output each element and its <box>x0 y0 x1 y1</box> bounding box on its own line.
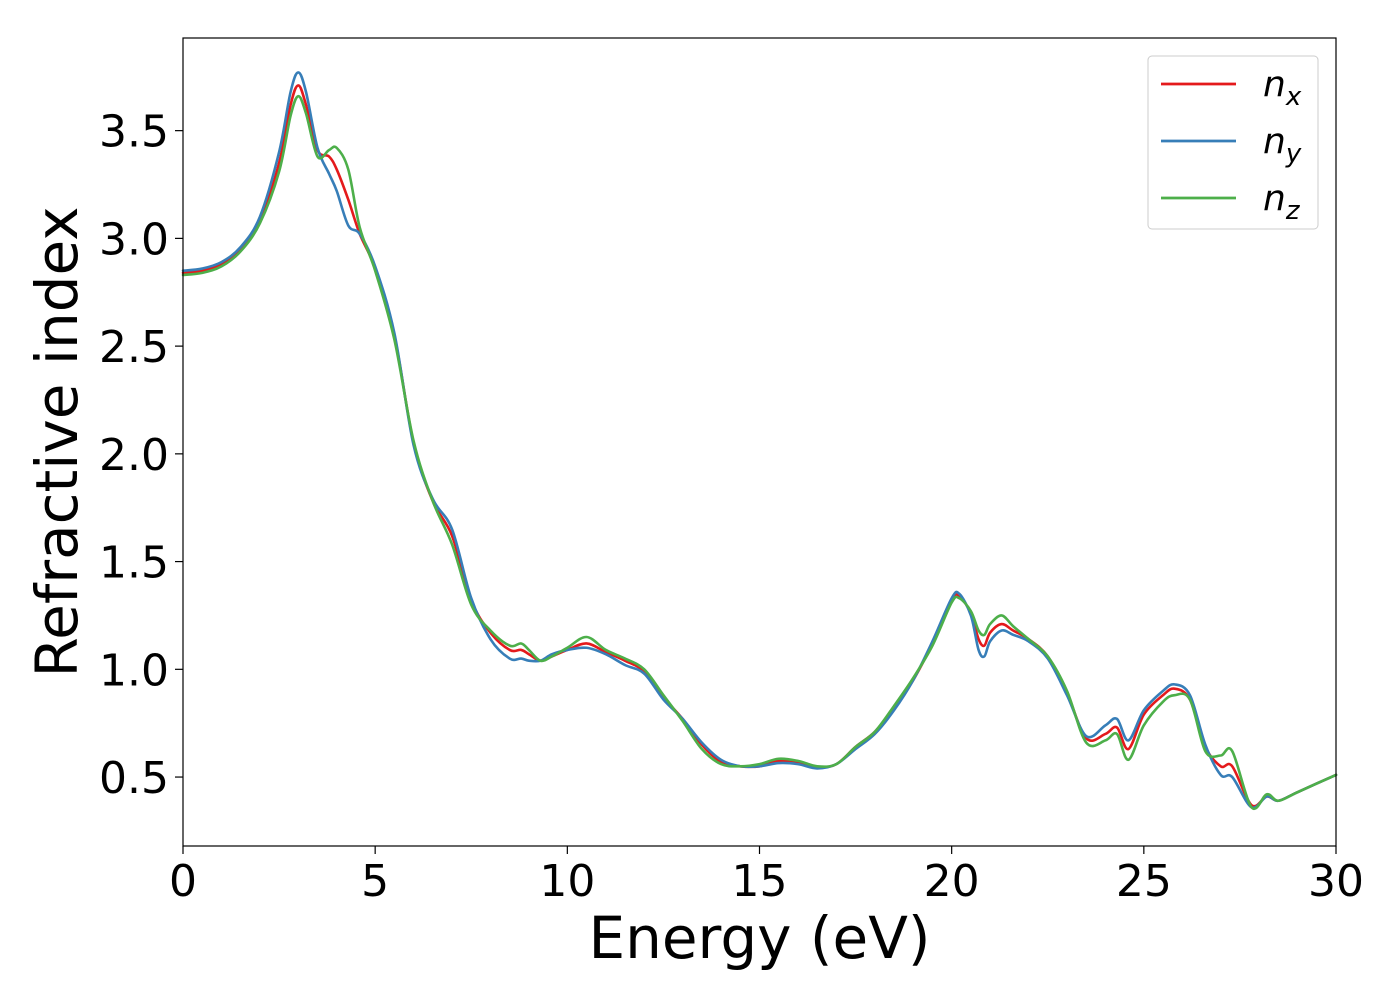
x-tick-label: 10 <box>539 856 595 907</box>
x-tick-label: 25 <box>1116 856 1172 907</box>
legend-label-subscript: x <box>1285 82 1302 112</box>
x-tick-label: 20 <box>924 856 980 907</box>
legend-label-base: n <box>1263 64 1286 105</box>
legend-box <box>1147 55 1319 230</box>
x-axis-ticks: 0 5 10 15 20 25 30 <box>169 846 1364 907</box>
series-line-y <box>181 71 1338 809</box>
legend-label-base: n <box>1263 121 1286 162</box>
x-axis-label: Energy (eV) <box>588 904 930 972</box>
legend-label-subscript: y <box>1285 139 1302 169</box>
y-tick-label: 2.5 <box>99 322 169 373</box>
y-axis-ticks: 0.5 1.0 1.5 2.0 2.5 3.0 3.5 <box>99 107 183 804</box>
y-tick-label: 1.5 <box>99 538 169 589</box>
legend-label-y: ny <box>1263 121 1302 169</box>
y-tick-label: 3.5 <box>99 107 169 158</box>
series-lines <box>181 71 1338 811</box>
x-tick-label: 0 <box>169 856 197 907</box>
y-tick-label: 1.0 <box>99 645 169 696</box>
legend-label-x: nx <box>1263 64 1302 112</box>
x-tick-label: 15 <box>732 856 788 907</box>
legend-label-z: nz <box>1263 178 1301 226</box>
y-tick-label: 3.0 <box>99 214 169 265</box>
y-axis-label: Refractive index <box>23 206 91 677</box>
series-line-z <box>181 94 1338 811</box>
y-tick-label: 2.0 <box>99 430 169 481</box>
y-tick-label: 0.5 <box>99 753 169 804</box>
x-tick-label: 5 <box>361 856 389 907</box>
legend-label-base: n <box>1263 178 1286 219</box>
x-tick-label: 30 <box>1308 856 1364 907</box>
legend-label-subscript: z <box>1285 196 1301 226</box>
